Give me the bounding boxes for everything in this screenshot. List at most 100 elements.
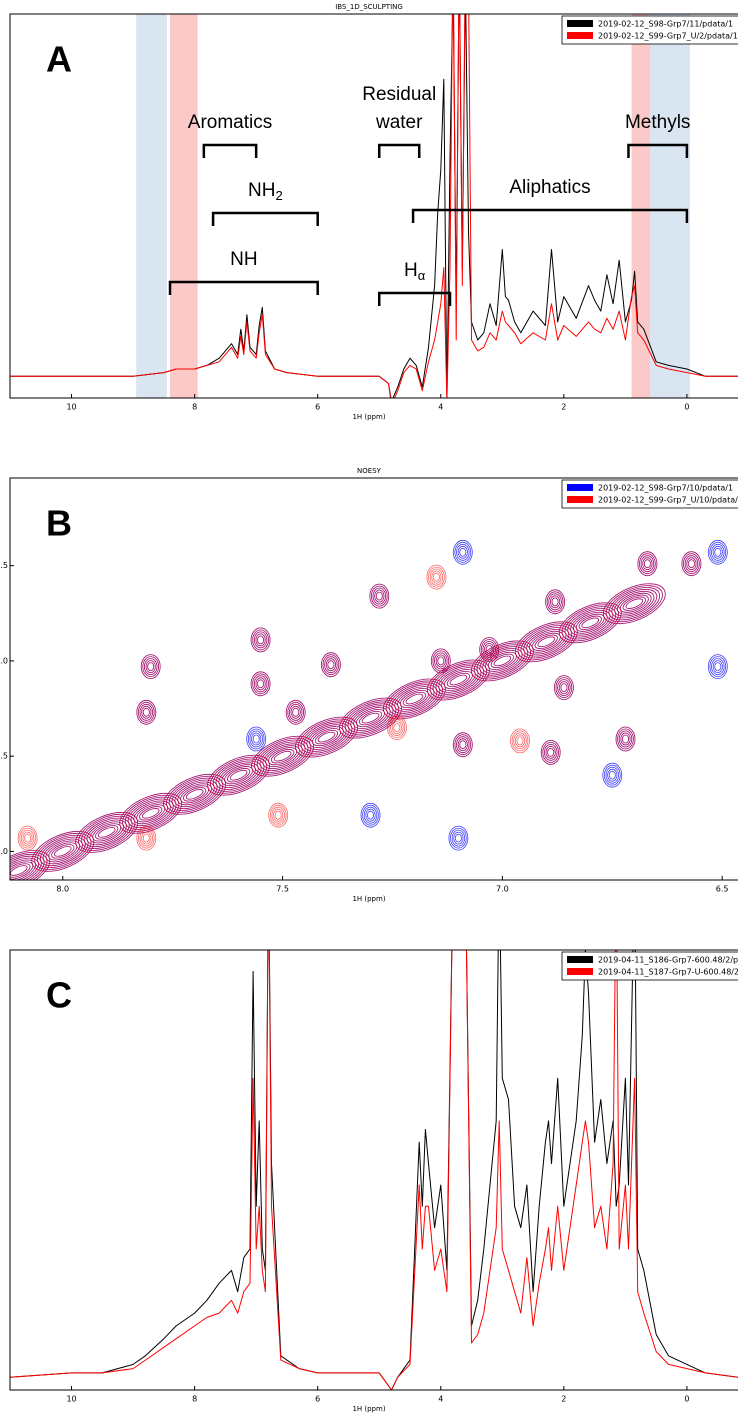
contour-peak	[554, 675, 574, 700]
contour-ring	[246, 726, 267, 752]
annotation-sub: 2	[275, 188, 282, 203]
contour-ring	[363, 806, 378, 824]
contour-ring	[429, 568, 444, 586]
contour-ring	[274, 810, 282, 820]
contour-ring	[10, 863, 31, 878]
annotation-label: Hα	[404, 260, 426, 283]
bracket	[377, 291, 452, 306]
contour-ring	[324, 656, 338, 674]
contour-ring	[513, 732, 527, 750]
panel-letter: A	[46, 39, 72, 80]
contour-peak	[707, 539, 728, 565]
contour-ring	[642, 557, 653, 571]
contour-ring	[640, 555, 655, 573]
contour-ring	[607, 768, 618, 782]
contour-ring	[683, 553, 700, 575]
contour-peak	[251, 735, 314, 777]
legend-swatch	[567, 20, 593, 27]
contour-peak	[250, 671, 271, 697]
contour-ring	[614, 590, 655, 617]
contour-ring	[511, 730, 529, 752]
contour-ring	[361, 712, 380, 724]
contour-peak	[602, 762, 623, 788]
contour-peak	[615, 726, 636, 752]
x-tick-label: 10	[66, 403, 76, 412]
contour-ring	[545, 746, 556, 759]
contour-peak	[602, 583, 666, 625]
contour-ring	[454, 734, 472, 756]
panel: 8.0 7.5 7.0 6.5 6.5 7.0 7.5 8.0 1H (ppm) NOESY B 20…	[0, 467, 738, 903]
annotation-text: Residual	[362, 84, 436, 105]
contour-ring	[405, 693, 424, 705]
contour-ring	[540, 740, 561, 765]
contour-ring	[367, 810, 374, 820]
contour-peak	[31, 831, 95, 872]
bracket	[211, 211, 319, 226]
x-tick-label: 2	[561, 403, 566, 412]
contour-ring	[449, 674, 468, 686]
contour-ring	[551, 597, 559, 607]
contour-ring	[480, 639, 498, 660]
contour-ring	[687, 559, 695, 569]
bracket	[202, 143, 258, 158]
contour-peak	[369, 583, 390, 609]
contour-ring	[546, 591, 564, 613]
contour-peak	[246, 726, 267, 752]
contour-ring	[451, 829, 466, 847]
contour-ring	[362, 804, 379, 826]
contour-ring	[448, 825, 469, 851]
legend-swatch	[567, 496, 593, 503]
contour-ring	[542, 742, 560, 763]
contour-ring	[622, 734, 629, 744]
contour-ring	[252, 673, 269, 695]
contour-ring	[75, 812, 139, 853]
contour-ring	[24, 833, 32, 843]
contour-ring	[643, 559, 651, 569]
spectrum-line	[10, 14, 738, 398]
contour-ring	[615, 726, 636, 752]
contour-peak	[383, 678, 446, 720]
contour-ring	[20, 829, 35, 847]
plot-area	[10, 14, 738, 398]
contour-ring	[251, 732, 262, 746]
contour-ring	[139, 829, 154, 847]
contour-ring	[558, 681, 570, 694]
contour-ring	[255, 677, 266, 691]
contour-ring	[490, 653, 515, 669]
y-tick-label: 7.0	[0, 656, 8, 665]
contour-peak	[471, 640, 534, 682]
contour-peak	[75, 812, 139, 853]
contour-peak	[448, 825, 469, 851]
contour-ring	[639, 553, 656, 575]
contour-ring	[97, 827, 116, 838]
contour-ring	[287, 701, 305, 723]
legend-swatch	[567, 32, 593, 39]
contour-ring	[485, 645, 493, 654]
contour-peak	[207, 754, 270, 796]
contour-peak	[207, 754, 270, 796]
contour-ring	[138, 701, 155, 723]
contour-ring	[358, 710, 383, 726]
contour-peak	[295, 716, 358, 758]
annotation-sub: α	[418, 268, 426, 283]
contour-ring	[446, 672, 471, 688]
legend-label: 2019-02-12_S98-Grp7/10/pdata/1	[598, 484, 733, 493]
contour-ring	[10, 865, 28, 876]
contour-ring	[375, 591, 383, 601]
contour-ring	[452, 732, 473, 758]
contour-ring	[479, 637, 500, 662]
legend-swatch	[567, 484, 593, 491]
x-tick-label: 6	[315, 403, 320, 412]
contour-ring	[314, 729, 339, 745]
contour-peak	[136, 699, 157, 725]
contour-ring	[514, 621, 578, 663]
contour-peak	[707, 654, 728, 679]
contour-ring	[545, 589, 565, 615]
contour-ring	[383, 678, 446, 720]
contour-ring	[709, 656, 727, 677]
contour-peak	[163, 773, 226, 815]
contour-ring	[271, 806, 285, 824]
contour-ring	[269, 804, 287, 826]
legend-label: 2019-02-12_S99-Grp7_U/2/pdata/1	[598, 32, 738, 41]
